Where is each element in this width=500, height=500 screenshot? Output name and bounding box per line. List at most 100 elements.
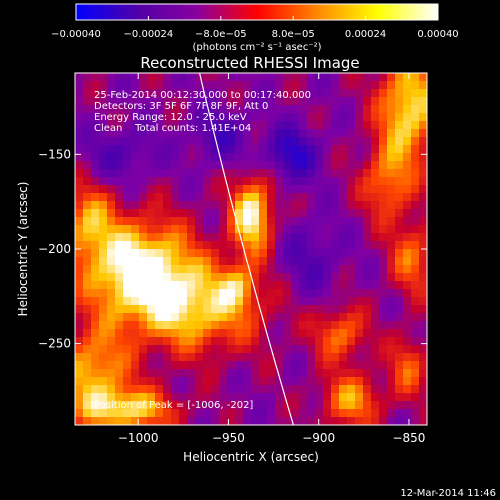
heatmap-cell — [259, 401, 268, 410]
heatmap-cell — [291, 417, 300, 425]
heatmap-cell — [99, 385, 108, 394]
heatmap-cell — [195, 289, 204, 298]
heatmap-cell — [395, 297, 404, 306]
heatmap-cell — [299, 305, 308, 314]
heatmap-cell — [123, 201, 132, 210]
heatmap-cell — [291, 321, 300, 330]
heatmap-cell — [363, 185, 372, 194]
heatmap-cell — [291, 81, 300, 90]
heatmap-cell — [227, 297, 236, 306]
heatmap-cell — [219, 137, 228, 146]
heatmap-cell — [187, 337, 196, 346]
heatmap-cell — [187, 185, 196, 194]
annotation-time-range: 25-Feb-2014 00:12:30.000 to 00:17:40.000 — [94, 90, 311, 101]
heatmap-cell — [203, 273, 212, 282]
heatmap-cell — [227, 209, 236, 218]
heatmap-cell — [155, 185, 164, 194]
heatmap-cell — [155, 137, 164, 146]
heatmap-cell — [115, 145, 124, 154]
heatmap-cell — [331, 137, 340, 146]
heatmap-cell — [203, 121, 212, 130]
heatmap-cell — [131, 145, 140, 154]
heatmap-cell — [203, 201, 212, 210]
heatmap-cell — [275, 217, 284, 226]
heatmap-cell — [219, 265, 228, 274]
heatmap-cell — [211, 345, 220, 354]
heatmap-cell — [139, 273, 148, 282]
heatmap-cell — [107, 201, 116, 210]
heatmap-cell — [179, 113, 188, 122]
heatmap-cell — [83, 129, 92, 138]
heatmap-cell — [371, 265, 380, 274]
heatmap-cell — [107, 249, 116, 258]
heatmap-cell — [235, 305, 244, 314]
heatmap-cell — [211, 297, 220, 306]
heatmap-cell — [355, 297, 364, 306]
heatmap-cell — [411, 321, 420, 330]
heatmap-cell — [419, 345, 427, 354]
heatmap-cell — [419, 273, 427, 282]
heatmap-cell — [403, 401, 412, 410]
heatmap-cell — [203, 217, 212, 226]
heatmap-cell — [211, 137, 220, 146]
heatmap-cell — [203, 409, 212, 418]
heatmap-cell — [155, 305, 164, 314]
heatmap-cell — [347, 185, 356, 194]
heatmap-cell — [75, 369, 84, 378]
heatmap-cell — [315, 145, 324, 154]
heatmap-cell — [211, 225, 220, 234]
heatmap-cell — [419, 193, 427, 202]
heatmap-cell — [115, 409, 124, 418]
heatmap-cell — [379, 361, 388, 370]
heatmap-cell — [107, 297, 116, 306]
heatmap-cell — [283, 249, 292, 258]
heatmap-cell — [291, 209, 300, 218]
heatmap-cell — [235, 313, 244, 322]
heatmap-cell — [171, 73, 180, 82]
heatmap-cell — [123, 337, 132, 346]
heatmap-cell — [83, 369, 92, 378]
heatmap-cell — [363, 161, 372, 170]
heatmap-cell — [171, 209, 180, 218]
heatmap-cell — [371, 225, 380, 234]
heatmap-cell — [179, 209, 188, 218]
x-axis-title: Heliocentric X (arcsec) — [183, 450, 319, 464]
heatmap-cell — [291, 289, 300, 298]
heatmap-cell — [235, 273, 244, 282]
heatmap-cell — [107, 377, 116, 386]
heatmap-cell — [411, 81, 420, 90]
heatmap-cell — [131, 241, 140, 250]
chart-title: Reconstructed RHESSI Image — [140, 54, 359, 72]
heatmap-cell — [131, 209, 140, 218]
heatmap-cell — [235, 161, 244, 170]
heatmap-cell — [147, 265, 156, 274]
heatmap-cell — [371, 169, 380, 178]
heatmap-cell — [403, 241, 412, 250]
heatmap-cell — [339, 169, 348, 178]
heatmap-cell — [83, 225, 92, 234]
heatmap-cell — [259, 289, 268, 298]
heatmap-cells — [75, 73, 427, 425]
heatmap-cell — [347, 249, 356, 258]
heatmap-cell — [195, 265, 204, 274]
heatmap-cell — [243, 209, 252, 218]
heatmap-cell — [243, 161, 252, 170]
heatmap-cell — [171, 89, 180, 98]
heatmap-cell — [363, 177, 372, 186]
heatmap-cell — [251, 137, 260, 146]
heatmap-cell — [155, 233, 164, 242]
heatmap-cell — [235, 353, 244, 362]
heatmap-cell — [347, 137, 356, 146]
heatmap-cell — [155, 81, 164, 90]
heatmap-cell — [403, 337, 412, 346]
heatmap-cell — [187, 353, 196, 362]
heatmap-cell — [155, 321, 164, 330]
heatmap-cell — [139, 97, 148, 106]
heatmap-cell — [267, 177, 276, 186]
heatmap-cell — [395, 281, 404, 290]
heatmap-cell — [411, 169, 420, 178]
heatmap-cell — [411, 201, 420, 210]
heatmap-cell — [315, 97, 324, 106]
heatmap-cell — [291, 73, 300, 82]
heatmap-cell — [291, 265, 300, 274]
